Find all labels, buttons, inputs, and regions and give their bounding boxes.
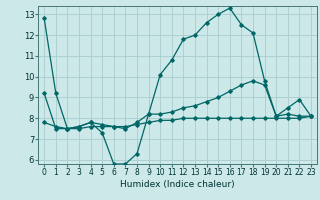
X-axis label: Humidex (Indice chaleur): Humidex (Indice chaleur): [120, 180, 235, 189]
